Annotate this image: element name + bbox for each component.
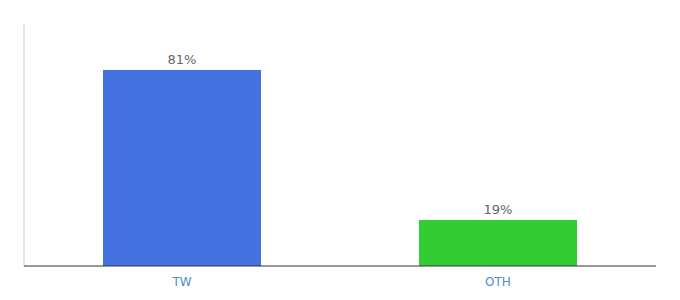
bars xyxy=(103,70,577,266)
x-tick-label: OTH xyxy=(485,275,511,289)
x-axis-line xyxy=(24,265,656,266)
x-tick-label: TW xyxy=(171,275,191,289)
y-axis-line xyxy=(24,24,25,266)
chart-svg: 81% 19% TW OTH xyxy=(0,0,680,300)
bar xyxy=(103,70,261,266)
chart-container: 81% 19% TW OTH xyxy=(0,0,680,300)
data-label: 19% xyxy=(484,202,513,217)
data-label: 81% xyxy=(168,52,197,67)
bar xyxy=(419,220,577,266)
